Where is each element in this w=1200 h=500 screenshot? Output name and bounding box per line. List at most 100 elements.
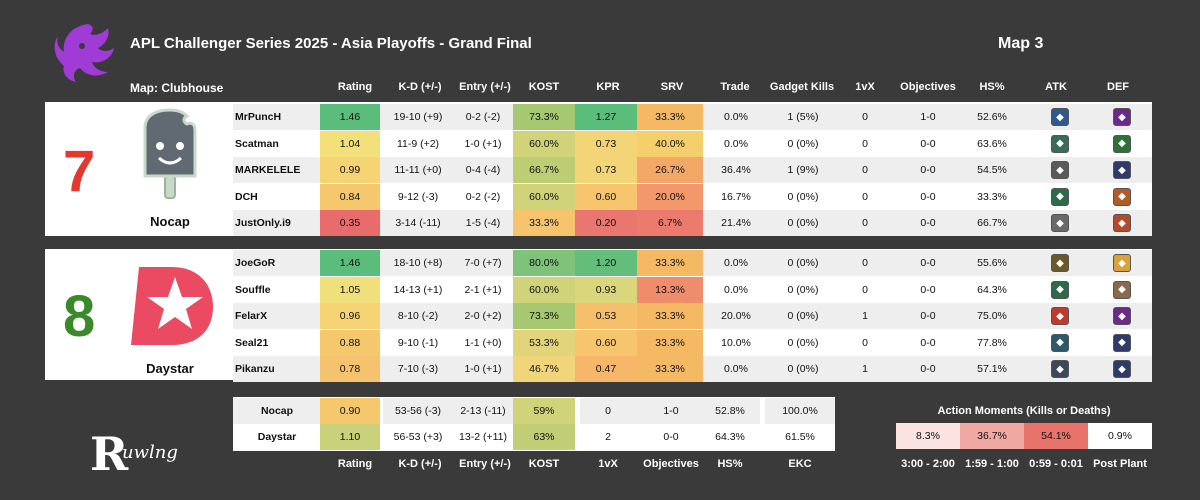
stat-rating: 0.78 [320,356,380,382]
stat-gadget: 0 (0%) [787,257,819,269]
summary-ekc: 61.5% [785,431,815,443]
def-operator-cell: ◆ [1107,104,1137,130]
stat-entry: 1-0 (+1) [464,363,502,375]
stat-vx: 0 [862,217,868,229]
player-row: MrPuncH 1.46 19-10 (+9) 0-2 (-2) 73.3% 1.27 33… [233,104,1152,130]
stat-obj: 0-0 [920,217,936,229]
stat-kpr: 0.60 [575,329,637,356]
sum-label-1vx: 1vX [598,458,618,470]
summary-kd: 56-53 (+3) [393,431,443,443]
def-operator-cell: ◆ [1107,356,1137,382]
map-number: Map 3 [998,35,1044,52]
stat-obj: 0-0 [920,336,936,349]
stat-vx: 0 [862,283,868,296]
stat-trade: 10.0% [721,336,751,349]
player-name: Souffle [235,283,271,296]
atk-operator-cell: ◆ [1045,303,1075,329]
col-header-kd: K-D (+/-) [398,81,442,93]
wave-operator-icon: ◆ [1051,333,1069,352]
stat-entry: 0-2 (-2) [465,190,501,203]
breach-operator-icon: ◆ [1051,161,1069,179]
stat-kost: 33.3% [513,210,575,236]
col-header-entry: Entry (+/-) [459,81,511,93]
def-operator-cell: ◆ [1107,131,1137,157]
player-name: Seal21 [235,336,269,349]
stat-kost: 66.7% [513,157,575,183]
stat-vx: 0 [862,164,868,176]
player-row: MARKELELE 0.99 11-11 (+0) 0-4 (-4) 66.7% 0.73… [233,157,1152,183]
stat-vx: 0 [862,336,868,349]
col-header-hs: HS% [979,81,1005,93]
wing-operator-icon: ◆ [1113,280,1131,299]
stat-trade: 36.4% [721,164,751,176]
stat-obj: 0-0 [920,310,936,322]
stat-gadget: 0 (0%) [787,283,819,296]
bird-operator-icon: ◆ [1113,161,1131,179]
stat-entry: 1-1 (+0) [464,336,502,349]
shield-operator-icon: ◆ [1051,108,1069,126]
atk-operator-cell: ◆ [1045,104,1075,130]
skull-operator-icon: ◆ [1051,360,1069,378]
summary-team: Nocap [233,398,321,424]
stat-entry: 1-5 (-4) [465,217,501,229]
daystar-logo [127,261,217,351]
action-moment-value: 8.3% [896,423,960,449]
player-name: JustOnly.i9 [235,217,291,229]
fort-operator-icon: ◆ [1113,187,1131,206]
stat-entry: 2-0 (+2) [464,310,502,322]
stat-obj: 0-0 [920,283,936,296]
stat-vx: 1 [862,310,868,322]
net-operator-icon: ◆ [1113,214,1131,232]
svg-text:R: R [90,427,129,480]
summary-vx: 2 [605,431,611,443]
stat-entry: 0-4 (-4) [465,164,501,176]
stat-gadget: 0 (0%) [787,363,819,375]
col-header-trade: Trade [720,81,750,93]
atk-operator-cell: ◆ [1045,250,1075,276]
stat-rating: 1.04 [320,130,380,157]
sum-label-entry: Entry (+/-) [459,458,511,470]
stat-kpr: 0.47 [575,356,637,382]
stat-kost: 73.3% [513,303,575,329]
stat-hs: 57.1% [977,363,1007,375]
stat-trade: 0.0% [724,137,748,150]
stat-trade: 16.7% [721,190,751,203]
def-operator-cell: ◆ [1107,330,1137,356]
summary-kost: 59% [513,398,575,424]
stat-kd: 11-11 (+0) [394,164,442,176]
stat-kost: 80.0% [513,250,575,276]
stat-gadget: 0 (0%) [787,217,819,229]
summary-vx: 0 [580,398,636,424]
stat-obj: 0-0 [920,164,936,176]
mask-operator-icon: ◆ [1051,214,1069,232]
stat-entry: 1-0 (+1) [464,137,502,150]
am-label-3: 0:59 - 0:01 [1029,458,1083,470]
col-header-gadget: Gadget Kills [769,81,835,93]
stat-kpr: 0.20 [575,210,637,236]
stat-rating: 0.35 [320,210,380,236]
stat-vx: 0 [862,257,868,269]
svg-text:uwlng: uwlng [122,442,178,463]
player-name: MrPuncH [235,111,282,123]
stat-trade: 0.0% [724,257,748,269]
stat-gadget: 0 (0%) [787,190,819,203]
summary-hs: 52.8% [700,398,760,424]
stat-rating: 1.05 [320,276,380,303]
sum-label-hs: HS% [717,458,743,470]
stat-kost: 60.0% [513,276,575,303]
player-row: FelarX 0.96 8-10 (-2) 2-0 (+2) 73.3% 0.53 33.3… [233,303,1152,329]
stat-vx: 0 [862,111,868,123]
summary-obj: 1-0 [636,398,706,424]
summary-hs: 64.3% [715,431,745,443]
stat-srv: 6.7% [637,210,703,236]
stat-hs: 52.6% [977,111,1007,123]
def-operator-cell: ◆ [1107,210,1137,236]
summary-ekc: 100.0% [765,398,835,424]
def-operator-cell: ◆ [1107,250,1137,276]
summary-kost: 63% [513,424,575,450]
brand-logo: R uwlng [88,420,178,481]
stat-kost: 60.0% [513,130,575,157]
stat-trade: 0.0% [724,363,748,375]
stat-vx: 0 [862,190,868,203]
stat-hs: 64.3% [977,283,1007,296]
